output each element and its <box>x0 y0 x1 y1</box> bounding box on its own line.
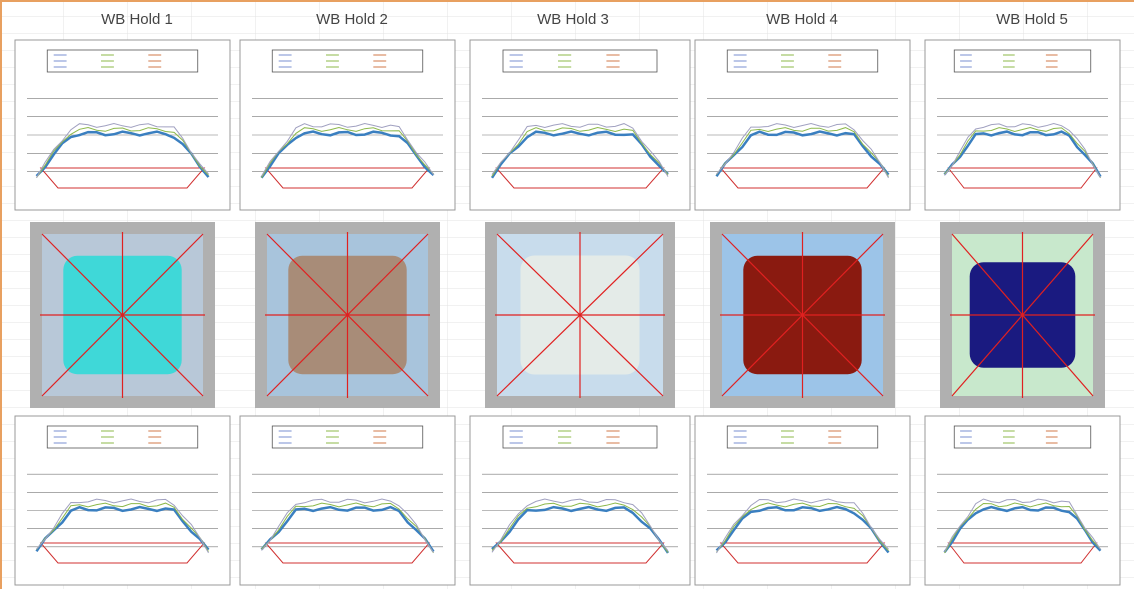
profile-line <box>716 502 889 553</box>
profile-line <box>943 505 1102 554</box>
chart-panel <box>239 39 456 211</box>
column-header: WB Hold 1 <box>101 11 173 28</box>
profile-line <box>944 498 1101 553</box>
profile-line <box>261 502 434 554</box>
profile-line <box>491 126 669 177</box>
chart-panel <box>14 415 231 586</box>
legend-box <box>46 49 199 73</box>
headers: WB Hold 1 WB Hold 2 WB Hold 3 WB Hold 4 … <box>101 11 1068 28</box>
chart-panel <box>469 39 691 211</box>
hold-outline <box>495 542 665 564</box>
profile-line <box>715 505 890 554</box>
legend-box <box>953 49 1092 73</box>
chart-panel <box>14 39 231 211</box>
hold-outline <box>39 167 206 189</box>
profile-line <box>491 123 669 177</box>
scan-panel <box>710 222 895 408</box>
profile-line <box>36 502 209 552</box>
chart-panel <box>469 415 691 586</box>
hold-outline <box>264 167 431 189</box>
profile-line <box>944 122 1101 178</box>
column-header: WB Hold 2 <box>316 11 388 28</box>
chart-panel <box>239 415 456 586</box>
scan-panel <box>485 222 675 408</box>
profile-line <box>715 130 890 177</box>
chart-panel <box>924 415 1121 586</box>
profile-line <box>36 122 209 179</box>
panels <box>14 39 1121 586</box>
column-header: WB Hold 4 <box>766 11 838 28</box>
scan-panel <box>940 222 1105 408</box>
profile-line <box>943 130 1102 178</box>
profile-line <box>36 498 209 554</box>
column-header: WB Hold 5 <box>996 11 1068 28</box>
legend-box <box>271 425 424 449</box>
hold-outline <box>947 542 1098 564</box>
legend-box <box>726 425 879 449</box>
profile-line <box>944 126 1101 179</box>
legend-box <box>726 49 879 73</box>
profile-line <box>716 498 889 554</box>
profile-line <box>261 498 434 553</box>
chart-panel <box>924 39 1121 211</box>
profile-line <box>260 505 435 553</box>
profile-line <box>490 130 669 179</box>
hold-outline <box>719 542 886 564</box>
legend-box <box>502 425 658 449</box>
profile-line <box>35 505 210 552</box>
legend-box <box>46 425 199 449</box>
hold-outline <box>495 167 665 189</box>
legend-box <box>502 49 658 73</box>
column-header: WB Hold 3 <box>537 11 609 28</box>
hold-outline <box>947 167 1098 189</box>
profile-line <box>261 122 434 177</box>
hold-outline <box>719 167 886 189</box>
profile-line <box>261 126 434 179</box>
profile-line <box>491 505 670 554</box>
hold-outline <box>39 542 206 564</box>
scan-panel <box>255 222 440 408</box>
legend-box <box>271 49 424 73</box>
profile-line <box>716 122 889 179</box>
chart-panel <box>694 39 911 211</box>
hold-outline <box>264 542 431 564</box>
profile-line <box>260 130 435 179</box>
profile-line <box>35 130 210 178</box>
profile-line <box>36 126 209 178</box>
scan-panel <box>30 222 215 408</box>
profile-line <box>491 502 669 553</box>
legend-box <box>953 425 1092 449</box>
profile-line <box>716 127 889 177</box>
profile-line <box>944 502 1101 554</box>
chart-panel <box>694 415 911 586</box>
profile-line <box>491 498 669 553</box>
